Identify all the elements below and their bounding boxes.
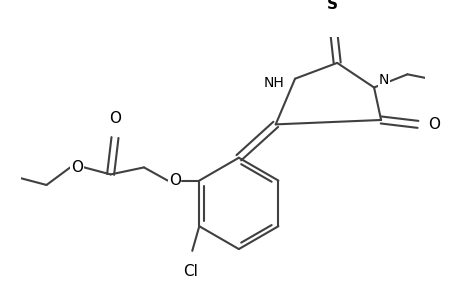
Text: NH: NH (263, 76, 284, 90)
Text: O: O (168, 173, 180, 188)
Text: O: O (428, 117, 440, 132)
Text: O: O (109, 111, 121, 126)
Text: N: N (378, 74, 388, 88)
Text: O: O (71, 160, 83, 175)
Text: Cl: Cl (183, 264, 197, 279)
Text: S: S (327, 0, 337, 12)
